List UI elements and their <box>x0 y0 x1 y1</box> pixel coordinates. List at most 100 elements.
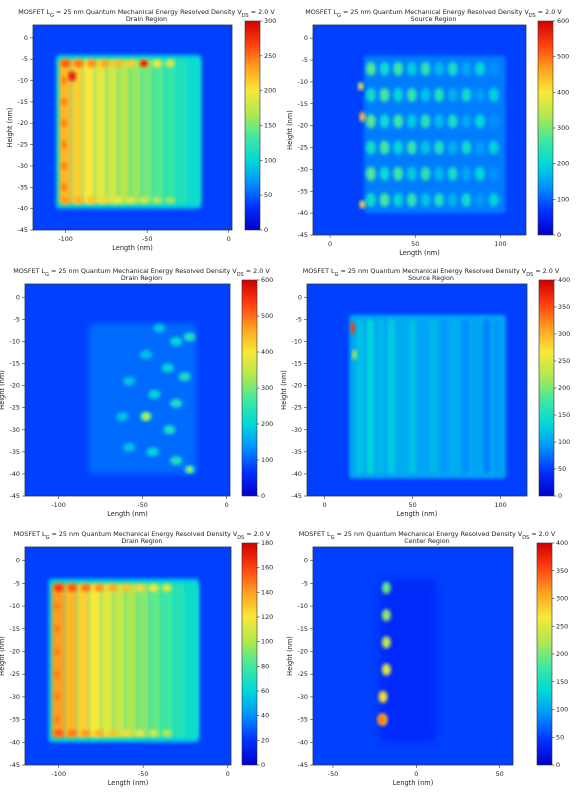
stripe <box>430 319 438 474</box>
edge-hotspot <box>359 111 366 122</box>
colorbar-tick-label: 140 <box>261 588 273 596</box>
x-tick-label: -100 <box>51 501 66 509</box>
density-column <box>137 583 150 738</box>
y-tick-label: -15 <box>298 625 308 633</box>
colorbar-tick-label: 300 <box>264 17 276 25</box>
fringe-blob <box>474 114 485 129</box>
colorbar-tick-label: 200 <box>264 87 276 95</box>
colorbar-tick-label: 300 <box>557 124 569 132</box>
fringe-blob <box>393 140 404 155</box>
density-field <box>48 578 199 743</box>
colorbar-tick-label: 200 <box>558 384 570 392</box>
fringe-blob <box>406 88 417 102</box>
y-tick-label: -5 <box>302 579 308 587</box>
peak-hotspot <box>68 71 77 82</box>
fringe-blob <box>420 114 431 129</box>
plot-frame <box>312 546 514 766</box>
y-tick-label: -15 <box>10 360 20 368</box>
x-tick-label: 50 <box>411 240 419 248</box>
chart-panel-6: MOSFET LG = 25 nm Quantum Mechanical Ene… <box>286 530 568 787</box>
y-tick-label: -35 <box>18 183 28 191</box>
edge-hotspot-top <box>112 59 123 68</box>
y-tick-label: 0 <box>24 34 28 42</box>
density-column <box>161 583 175 738</box>
chart-subtitle: Drain Region <box>121 274 162 282</box>
y-axis-label: Height (nm) <box>286 110 294 150</box>
plot-frame <box>312 24 527 236</box>
chart-title-part: G <box>45 272 49 278</box>
colorbar-tick-label: 200 <box>556 650 568 658</box>
y-tick-label: -15 <box>298 100 308 108</box>
chart-title-part: G <box>46 535 50 541</box>
arc-hotspot <box>141 412 150 421</box>
density-column <box>106 59 119 205</box>
stripe <box>409 319 417 474</box>
colorbar-tick-label: 0 <box>264 226 268 234</box>
chart-title: MOSFET LG = 25 nm Quantum Mechanical Ene… <box>18 8 275 19</box>
colorbar-tick-label: 200 <box>261 420 273 428</box>
y-axis-label: Height (nm) <box>280 370 288 410</box>
y-tick-label: -25 <box>18 141 28 149</box>
y-tick-label: -25 <box>298 670 308 678</box>
chart-subtitle: Center Region <box>404 537 449 545</box>
colorbar-tick-label: 0 <box>261 761 265 769</box>
y-tick-label: -10 <box>18 77 28 85</box>
density-column <box>173 583 187 738</box>
density-field <box>349 314 506 479</box>
x-tick-label: 0 <box>225 501 229 509</box>
colorbar-tick-label: 60 <box>261 687 269 695</box>
colorbar-tick-label: 120 <box>261 613 273 621</box>
chart-title-part: G <box>337 13 341 19</box>
fringe-blob <box>379 88 390 102</box>
arc-blob <box>170 456 183 466</box>
edge-hotspot-top <box>67 583 78 592</box>
chart-title-part: DS <box>529 13 536 19</box>
colorbar-tick-label: 40 <box>261 712 269 720</box>
fringe-blob <box>365 193 376 207</box>
fringe-blob <box>420 61 431 76</box>
left-edge-hotspot <box>54 602 61 611</box>
fringe-blob <box>406 61 417 76</box>
chart-title-part: G <box>50 13 54 19</box>
arc-blob <box>148 389 161 399</box>
y-tick-label: -45 <box>292 492 302 500</box>
edge-hotspot-bottom <box>165 196 176 204</box>
chart-title-part: = 2.0 V <box>529 530 556 538</box>
stripe <box>366 319 374 474</box>
y-tick-label: -35 <box>298 187 308 195</box>
chart-title-part: = 25 nm Quantum Mechanical Energy Resolv… <box>334 530 522 538</box>
chart-title-part: DS <box>237 272 244 278</box>
x-axis-label: Length (nm) <box>399 249 440 257</box>
density-column <box>112 583 126 738</box>
edge-hotspot-top <box>86 59 97 68</box>
fringe-blob <box>379 140 390 155</box>
edge-hotspot-bottom <box>53 729 64 737</box>
colorbar-tick-label: 100 <box>261 638 273 646</box>
y-tick-label: 0 <box>16 557 20 565</box>
density-column <box>188 59 201 205</box>
y-tick-label: -5 <box>14 315 20 323</box>
fringe-blob <box>447 88 458 102</box>
colorbar-tick-label: 400 <box>556 539 568 547</box>
plot-frame <box>24 283 231 497</box>
fringe-blob <box>474 88 485 102</box>
y-tick-label: -25 <box>292 404 302 412</box>
fringe-blob <box>488 193 499 207</box>
fringe-blob <box>447 193 458 207</box>
arc-blob <box>170 336 183 346</box>
x-tick-label: -50 <box>137 501 147 509</box>
plot-frame <box>32 24 233 231</box>
edge-hotspot-top <box>151 59 162 68</box>
fringe-blob <box>461 166 472 181</box>
edge-hotspot-top <box>99 59 110 68</box>
edge-hotspot-bottom <box>73 196 84 204</box>
y-tick-label: -40 <box>18 205 28 213</box>
edge-hotspot-bottom <box>125 196 136 204</box>
y-tick-label: -10 <box>10 337 20 345</box>
stripe <box>356 319 364 474</box>
y-tick-label: 0 <box>304 34 308 42</box>
chart-panel-1: MOSFET LG = 25 nm Quantum Mechanical Ene… <box>6 8 276 252</box>
colorbar-tick-label: 150 <box>264 122 276 130</box>
chart-title-part: = 2.0 V <box>536 8 563 16</box>
density-column <box>124 583 138 738</box>
